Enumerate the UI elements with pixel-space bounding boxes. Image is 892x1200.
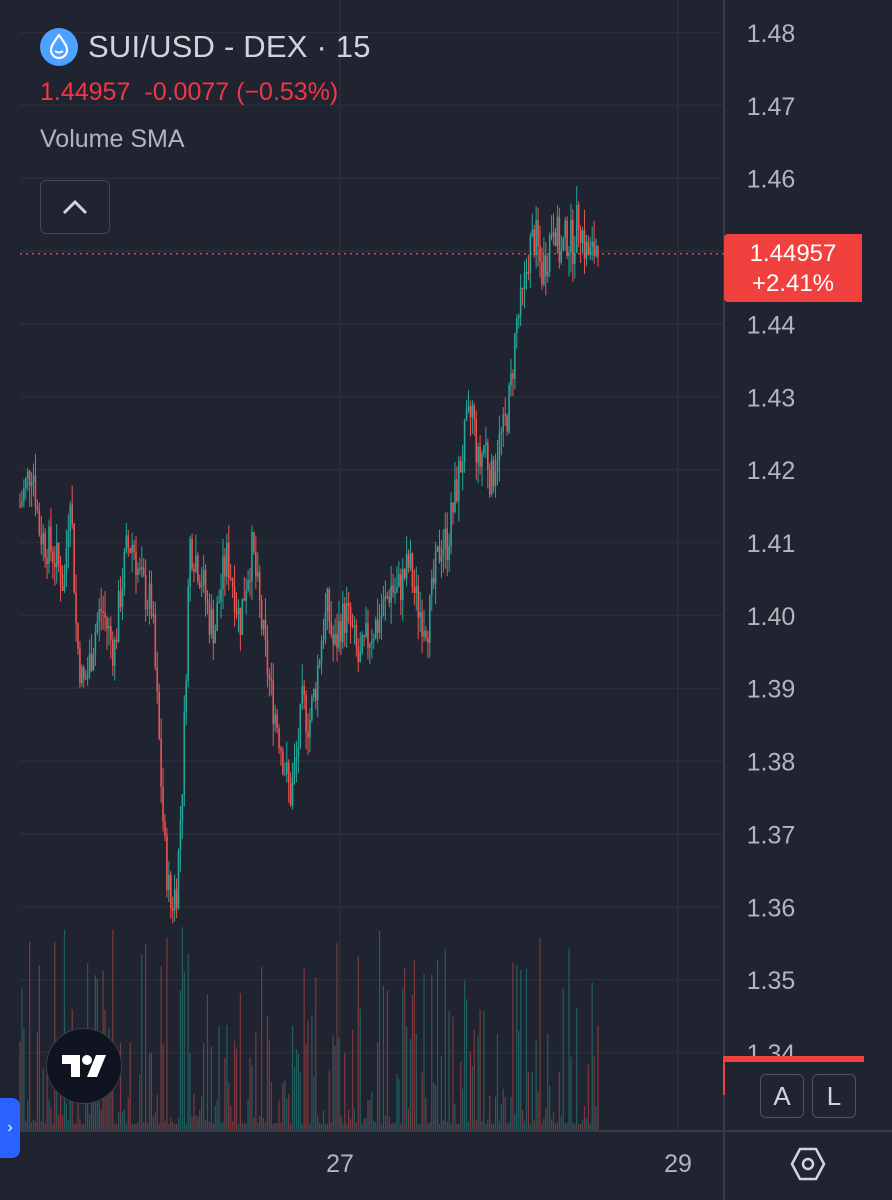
y-tick-label: 1.36 xyxy=(747,894,796,922)
indicator-label[interactable]: Volume SMA xyxy=(40,125,185,153)
sui-logo-icon xyxy=(40,28,78,66)
hexagon-settings-icon[interactable] xyxy=(788,1144,828,1184)
y-tick-label: 1.34 xyxy=(747,1040,796,1068)
price-tag-change: +2.41% xyxy=(751,270,835,297)
x-tick-label: 27 xyxy=(326,1150,354,1178)
y-tick-label: 1.39 xyxy=(747,676,796,704)
chevron-up-icon xyxy=(62,199,88,215)
last-price: 1.44957 xyxy=(40,78,131,106)
last-price-tag: 1.44957 +2.41% xyxy=(724,234,862,302)
x-tick-label: 29 xyxy=(664,1150,692,1178)
y-tick-label: 1.46 xyxy=(747,166,796,194)
y-tick-label: 1.43 xyxy=(747,384,796,412)
y-tick-label: 1.47 xyxy=(747,93,796,121)
tradingview-logo-icon[interactable] xyxy=(46,1028,122,1104)
price-change: -0.0077 (−0.53%) xyxy=(144,78,339,106)
y-tick-label: 1.48 xyxy=(747,20,796,48)
log-scale-button[interactable]: L xyxy=(812,1074,856,1118)
quote-row: 1.44957 -0.0077 (−0.53%) xyxy=(40,78,371,107)
price-tag-value: 1.44957 xyxy=(749,240,837,267)
y-tick-label: 1.44 xyxy=(747,311,796,339)
y-tick-label: 1.38 xyxy=(747,749,796,777)
chevron-right-icon: › xyxy=(7,1119,13,1136)
y-tick-label: 1.40 xyxy=(747,603,796,631)
y-tick-label: 1.35 xyxy=(747,967,796,995)
chart-header: SUI/USD - DEX · 15 1.44957 -0.0077 (−0.5… xyxy=(40,28,371,154)
y-tick-label: 1.42 xyxy=(747,457,796,485)
symbol-title[interactable]: SUI/USD - DEX · 15 xyxy=(88,29,371,64)
price-axis-marker xyxy=(724,1056,864,1062)
y-tick-label: 1.41 xyxy=(747,530,796,558)
auto-scale-button[interactable]: A xyxy=(760,1074,804,1118)
side-panel-handle[interactable]: › xyxy=(0,1098,20,1158)
collapse-button[interactable] xyxy=(40,180,110,234)
y-tick-label: 1.37 xyxy=(747,821,796,849)
